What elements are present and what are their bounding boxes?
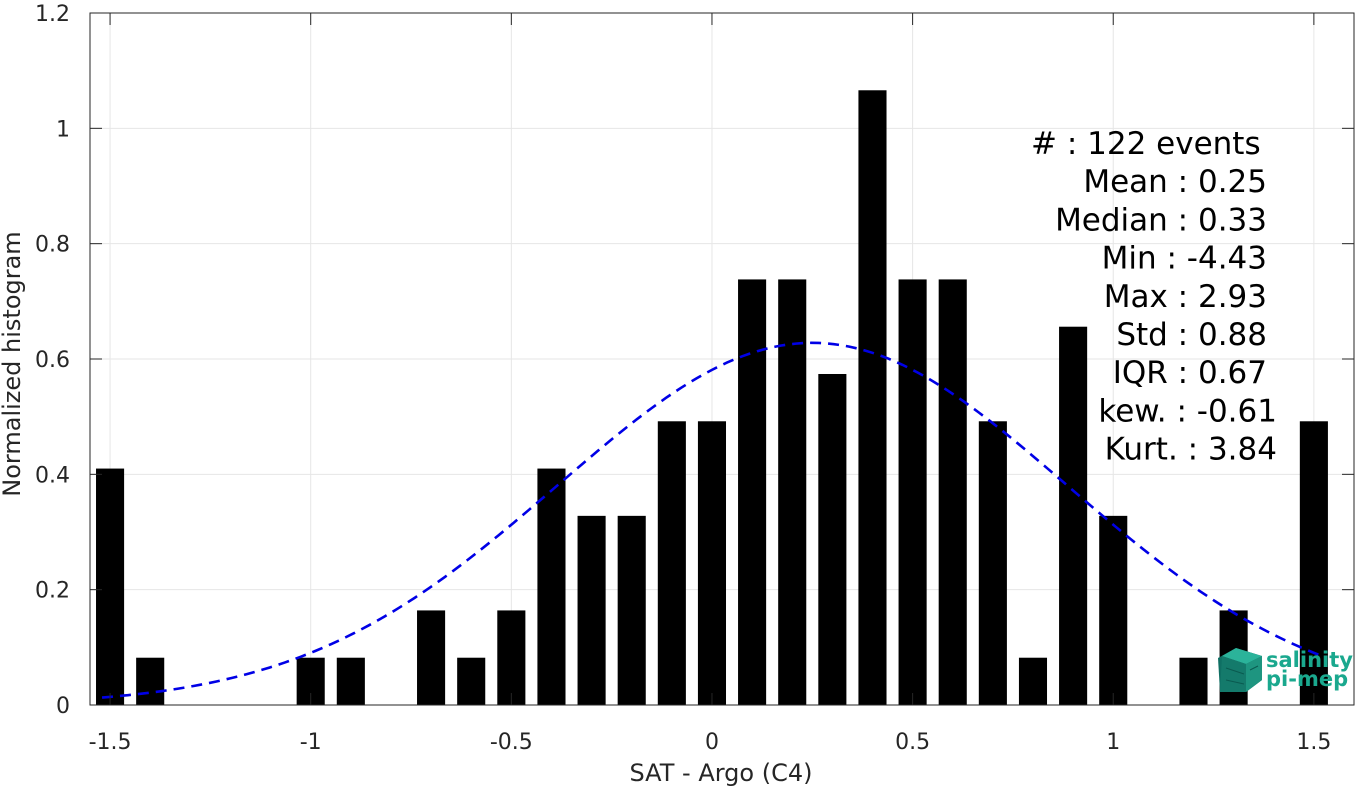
histogram-bar: [657, 421, 686, 705]
x-tick-label: 0.5: [895, 730, 930, 755]
stat-line: Median : 0.33: [1055, 202, 1267, 238]
stat-line: Min : -4.43: [1102, 241, 1267, 277]
stat-line: # : 122 events: [1031, 126, 1261, 162]
histogram-bar: [1179, 657, 1208, 705]
axis-ticks: [90, 12, 1354, 706]
histogram-bar: [858, 90, 887, 706]
logo-line1: salinity: [1266, 648, 1353, 672]
x-tick-label: 1.5: [1296, 730, 1331, 755]
histogram-bar: [336, 657, 365, 705]
histogram-bar: [537, 468, 566, 705]
x-tick-label: -1: [300, 730, 322, 755]
histogram-bar: [617, 515, 646, 705]
normal-fit-curve: [101, 341, 1323, 699]
logo-line2: pi-mep: [1266, 667, 1348, 691]
y-tick-label: 0: [56, 694, 70, 719]
x-tick-label: 1: [1106, 730, 1120, 755]
histogram-bar: [577, 515, 606, 705]
salinity-pimep-logo: salinity pi-mep: [1218, 648, 1353, 692]
histogram-bar: [898, 279, 927, 705]
histogram-bar: [978, 421, 1007, 705]
histogram-bar: [1299, 421, 1328, 705]
stat-line: Mean : 0.25: [1083, 164, 1267, 200]
histogram-bars: [96, 90, 1328, 706]
histogram-bar: [1099, 515, 1128, 705]
stat-line: Max : 2.93: [1104, 279, 1267, 315]
x-tick-labels: -1.5 -1 -0.5 0 0.5 1 1.5: [89, 730, 1332, 755]
stat-line: IQR : 0.67: [1113, 355, 1267, 391]
x-tick-label: -0.5: [490, 730, 533, 755]
histogram-bar: [457, 657, 486, 705]
histogram-bar: [497, 610, 526, 705]
histogram-bar: [136, 657, 165, 705]
histogram-bar: [96, 468, 125, 705]
histogram-bar: [1018, 657, 1048, 705]
stat-line: Std : 0.88: [1116, 317, 1267, 353]
histogram-bar: [738, 279, 767, 705]
y-tick-labels: 0 0.2 0.4 0.6 0.8 1 1.2: [35, 2, 70, 719]
y-tick-label: 0.4: [35, 463, 70, 488]
x-axis-label: SAT - Argo (C4): [630, 759, 813, 787]
histogram-bar: [778, 279, 807, 705]
y-tick-label: 0.6: [35, 348, 70, 373]
histogram-bar: [697, 421, 727, 705]
histogram-bar: [818, 373, 847, 705]
histogram-bar: [417, 610, 446, 705]
x-tick-label: -1.5: [89, 730, 132, 755]
histogram-bar: [1059, 326, 1088, 705]
x-tick-label: 0: [705, 730, 719, 755]
stat-line: Kurt. : 3.84: [1105, 432, 1277, 468]
histogram-bar: [938, 279, 967, 705]
y-tick-label: 0.8: [35, 233, 70, 258]
stat-line: kew. : -0.61: [1098, 393, 1277, 429]
y-tick-label: 1.2: [35, 2, 70, 27]
y-axis-label: Normalized histogram: [0, 231, 26, 496]
y-tick-label: 1: [56, 117, 70, 142]
y-tick-label: 0.2: [35, 579, 70, 604]
logo-cube-icon: [1218, 648, 1262, 692]
